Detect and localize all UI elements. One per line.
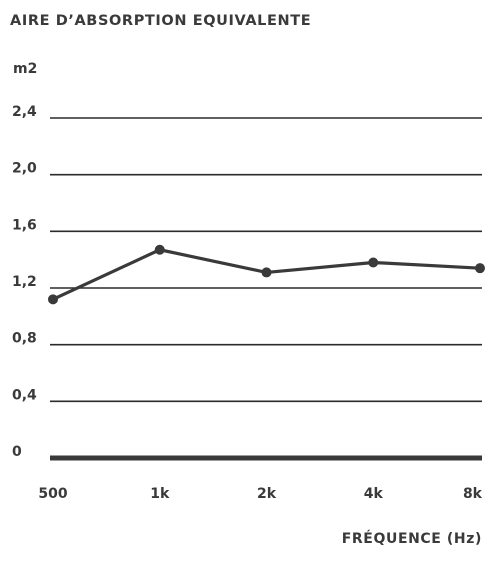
x-tick-label: 4k [364, 486, 384, 502]
x-tick-labels: 500 1k 2k 4k 8k [38, 486, 482, 502]
y-tick-label: 1,6 [12, 217, 37, 233]
data-point [48, 294, 58, 305]
grid-lines [50, 117, 482, 461]
y-tick-label: 1,2 [12, 274, 37, 290]
y-tick-label: 0,8 [12, 331, 37, 347]
data-point [154, 244, 165, 255]
x-tick-label: 8k [463, 486, 483, 502]
y-tick-label: 2,0 [12, 161, 37, 177]
x-axis-title: FRÉQUENCE (Hz) [342, 530, 482, 547]
data-point [261, 267, 272, 278]
y-tick-labels: 0 0,4 0,8 1,2 1,6 2,0 2,4 [12, 104, 37, 460]
data-point [368, 257, 379, 268]
y-tick-label: 0,4 [12, 387, 37, 403]
x-tick-label: 500 [38, 486, 67, 502]
series [48, 244, 485, 305]
y-tick-label: 0 [12, 444, 22, 460]
y-axis-unit: m2 [13, 61, 37, 77]
x-tick-label: 1k [150, 486, 170, 502]
x-tick-label: 2k [257, 486, 277, 502]
chart-title: AIRE D’ABSORPTION EQUIVALENTE [10, 13, 311, 29]
y-tick-label: 2,4 [12, 104, 37, 120]
data-point [475, 263, 485, 274]
